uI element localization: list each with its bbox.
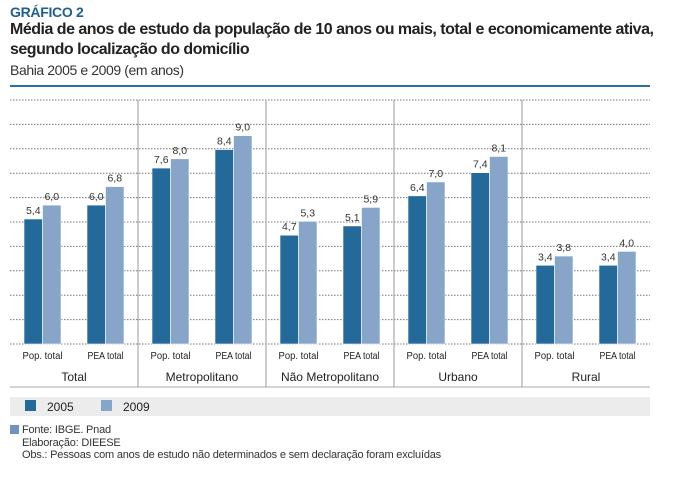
legend-band xyxy=(10,397,650,416)
data-label: 5,1 xyxy=(345,212,360,224)
group-label: Rural xyxy=(572,370,601,384)
category-label: PEA total xyxy=(600,350,636,362)
data-label: 6,4 xyxy=(410,182,425,194)
data-label: 3,4 xyxy=(601,251,616,263)
data-label: 5,9 xyxy=(363,193,378,205)
bar-2009 xyxy=(361,207,381,345)
data-label: 3,4 xyxy=(538,251,553,263)
category-label: Pop. total xyxy=(407,350,447,362)
bar-2005 xyxy=(86,204,106,345)
data-label: 8,4 xyxy=(217,136,232,148)
bar-2009 xyxy=(489,156,509,345)
bar-2005 xyxy=(470,172,490,345)
bar-2009 xyxy=(426,181,446,345)
data-label: 8,1 xyxy=(491,142,506,154)
bar-2009 xyxy=(233,135,253,345)
chart-kicker: GRÁFICO 2 xyxy=(10,4,84,20)
bar-2009 xyxy=(298,221,318,345)
category-label: Pop. total xyxy=(151,350,191,362)
data-label: 3,8 xyxy=(556,242,571,254)
bar-2005 xyxy=(151,167,171,345)
data-label: 5,4 xyxy=(26,205,41,217)
footer-source: Fonte: IBGE. Pnad xyxy=(22,424,111,436)
legend-swatch-2009 xyxy=(101,400,112,411)
bar-2009 xyxy=(170,158,190,345)
bar-2009 xyxy=(617,251,637,345)
category-label: PEA total xyxy=(88,350,124,362)
bar-2005 xyxy=(214,149,234,345)
data-label: 4,7 xyxy=(282,221,297,233)
category-label: PEA total xyxy=(472,350,508,362)
bar-2005 xyxy=(279,234,299,345)
bar-2005 xyxy=(407,195,427,345)
bar-2009 xyxy=(554,255,574,345)
bar-2009 xyxy=(42,204,62,345)
group-label: Não Metropolitano xyxy=(281,370,379,384)
group-label: Total xyxy=(61,370,86,384)
bar-2005 xyxy=(23,218,43,345)
bar-2005 xyxy=(342,225,362,345)
data-label: 6,8 xyxy=(107,173,122,185)
footer-note: Obs.: Pessoas com anos de estudo não det… xyxy=(22,449,441,461)
footer-elaboration: Elaboração: DIEESE xyxy=(22,436,121,449)
header-rule xyxy=(10,85,650,87)
data-label: 8,0 xyxy=(172,145,187,157)
category-label: Pop. total xyxy=(23,350,63,362)
chart-title: Média de anos de estudo da população de … xyxy=(10,21,654,58)
category-label: PEA total xyxy=(344,350,380,362)
bar-2005 xyxy=(598,264,618,345)
group-label: Metropolitano xyxy=(166,370,239,384)
chart-subtitle: Bahia 2005 e 2009 (em anos) xyxy=(10,62,184,78)
bar-2009 xyxy=(105,186,125,345)
footer: Fonte: IBGE. Pnad Elaboração: DIEESE Obs… xyxy=(10,424,441,462)
category-label: Pop. total xyxy=(279,350,319,362)
legend-label: 2009 xyxy=(123,400,150,414)
category-label: Pop. total xyxy=(535,350,575,362)
group-label: Urbano xyxy=(438,370,478,384)
data-label: 7,0 xyxy=(428,168,443,180)
legend-label: 2005 xyxy=(47,400,74,414)
data-label: 9,0 xyxy=(235,122,250,134)
data-label: 6,0 xyxy=(89,191,104,203)
data-label: 6,0 xyxy=(44,191,59,203)
bar-2005 xyxy=(535,264,555,345)
data-label: 5,3 xyxy=(300,207,315,219)
data-label: 7,4 xyxy=(473,159,488,171)
category-label: PEA total xyxy=(216,350,252,362)
legend-swatch-2005 xyxy=(25,400,36,411)
data-label: 7,6 xyxy=(154,154,169,166)
data-label: 4,0 xyxy=(619,237,634,249)
footer-marker-icon xyxy=(10,425,19,434)
